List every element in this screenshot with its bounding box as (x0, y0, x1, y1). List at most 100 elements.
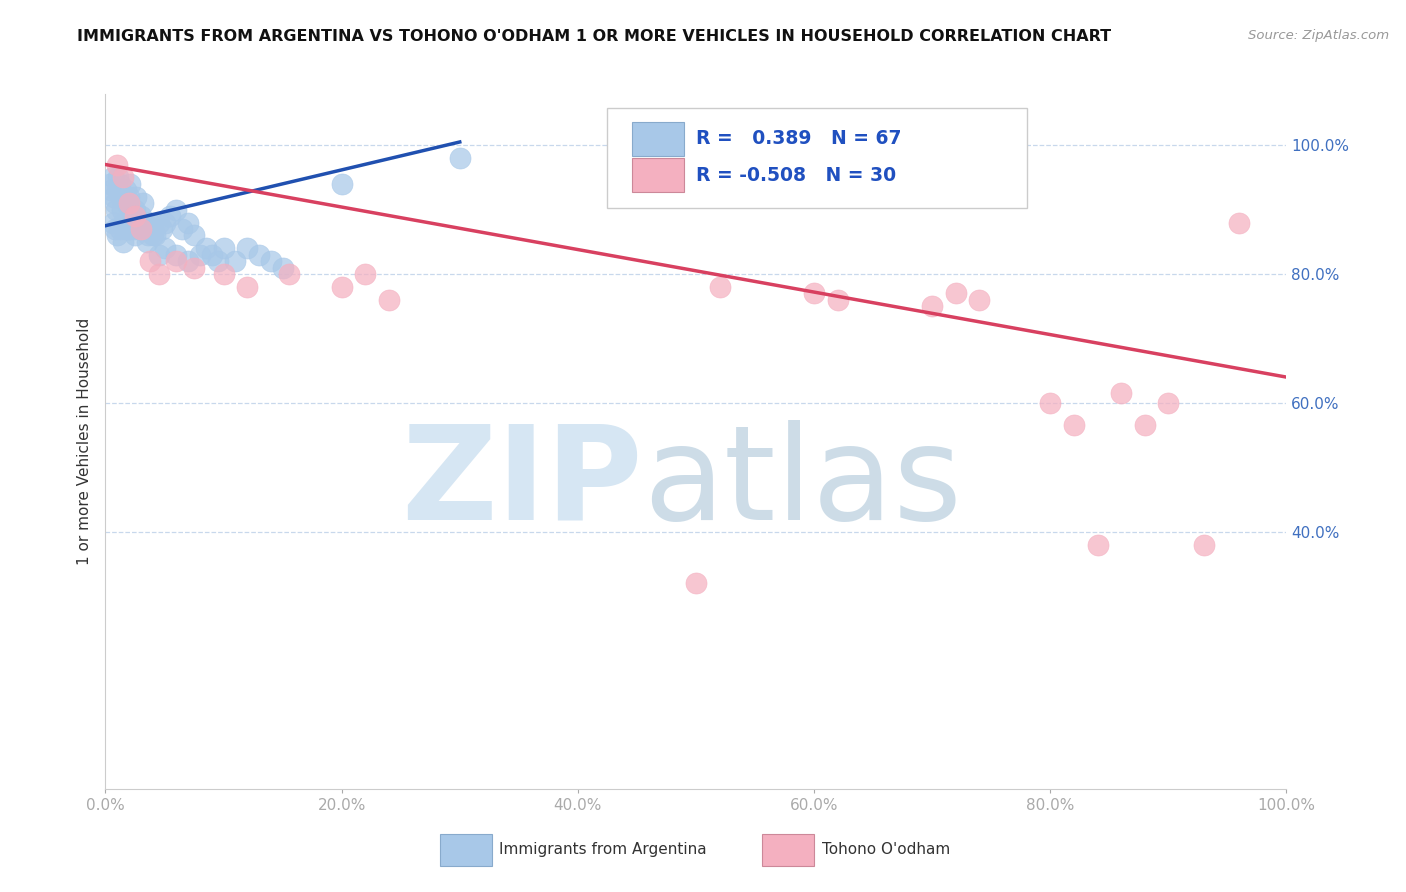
Point (110, 190, 132, 204)
Point (105, 228, 128, 243)
Point (143, 228, 166, 243)
Point (117, 215, 139, 229)
Point (148, 215, 170, 229)
FancyBboxPatch shape (633, 159, 685, 192)
Point (247, 248, 270, 262)
Point (148, 248, 170, 262)
Point (128, 222, 150, 236)
Point (129, 222, 152, 236)
Point (1227, 215, 1250, 229)
Point (224, 254, 246, 268)
Point (194, 241, 217, 255)
Point (1157, 396, 1180, 410)
Point (921, 299, 943, 313)
Point (803, 286, 825, 301)
Point (125, 190, 148, 204)
Point (121, 215, 143, 229)
FancyBboxPatch shape (762, 834, 814, 866)
Point (139, 215, 162, 229)
Point (132, 196, 155, 211)
Point (101, 170, 124, 185)
Point (100, 183, 122, 197)
Point (118, 196, 141, 211)
Point (177, 215, 200, 229)
Point (177, 254, 200, 268)
Point (118, 222, 141, 236)
Point (188, 248, 211, 262)
Point (115, 222, 138, 236)
Text: Source: ZipAtlas.com: Source: ZipAtlas.com (1249, 29, 1389, 43)
Point (271, 260, 294, 275)
Text: Immigrants from Argentina: Immigrants from Argentina (499, 842, 706, 857)
Point (183, 228, 205, 243)
Point (827, 293, 849, 307)
Point (105, 202, 128, 217)
Point (112, 170, 135, 185)
Point (104, 196, 127, 211)
Text: ZIP: ZIP (401, 420, 643, 547)
Point (98, 177, 121, 191)
Point (1192, 538, 1215, 552)
Point (330, 177, 353, 191)
FancyBboxPatch shape (633, 122, 685, 155)
Point (124, 202, 146, 217)
Point (120, 177, 142, 191)
FancyBboxPatch shape (607, 108, 1026, 209)
Point (112, 235, 135, 249)
Point (212, 267, 235, 281)
Point (108, 177, 131, 191)
Point (120, 202, 142, 217)
Point (148, 267, 170, 281)
Point (1063, 418, 1085, 433)
Point (330, 280, 353, 294)
Point (201, 248, 224, 262)
Point (212, 241, 235, 255)
Point (103, 190, 125, 204)
Point (124, 228, 146, 243)
Point (150, 222, 173, 236)
Point (101, 215, 124, 229)
Point (260, 254, 283, 268)
Text: R = -0.508   N = 30: R = -0.508 N = 30 (696, 166, 896, 185)
Point (129, 209, 152, 223)
Point (685, 576, 707, 591)
Point (277, 267, 299, 281)
Point (105, 183, 128, 197)
Point (118, 190, 141, 204)
Point (153, 241, 176, 255)
Point (172, 222, 194, 236)
Point (153, 215, 176, 229)
Point (1087, 538, 1109, 552)
Point (449, 151, 471, 165)
Point (183, 260, 205, 275)
Point (165, 254, 187, 268)
Point (124, 209, 146, 223)
Point (1039, 396, 1062, 410)
Point (159, 209, 181, 223)
Point (1109, 386, 1132, 401)
Point (112, 215, 135, 229)
Point (236, 280, 259, 294)
Y-axis label: 1 or more Vehicles in Household: 1 or more Vehicles in Household (77, 318, 93, 566)
Point (127, 215, 149, 229)
Point (139, 254, 162, 268)
Point (112, 190, 135, 204)
Point (114, 183, 136, 197)
Point (105, 157, 128, 171)
Point (165, 202, 187, 217)
Point (1133, 418, 1156, 433)
FancyBboxPatch shape (440, 834, 492, 866)
Point (135, 215, 157, 229)
Point (136, 228, 159, 243)
Point (165, 248, 187, 262)
Point (115, 196, 138, 211)
Point (142, 228, 165, 243)
Point (104, 222, 127, 236)
Point (378, 293, 401, 307)
Text: Tohono O'odham: Tohono O'odham (823, 842, 950, 857)
Point (108, 222, 131, 236)
Point (129, 222, 152, 236)
Point (135, 235, 157, 249)
Point (354, 267, 377, 281)
Point (945, 286, 967, 301)
